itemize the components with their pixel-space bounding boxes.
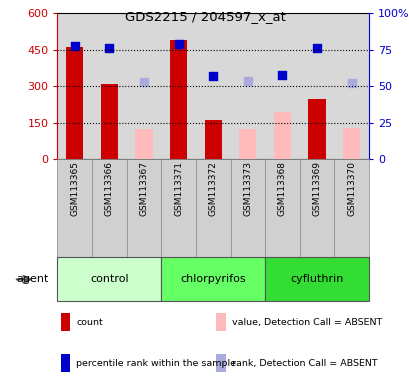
FancyBboxPatch shape bbox=[161, 159, 196, 257]
FancyBboxPatch shape bbox=[57, 159, 92, 257]
Text: agent: agent bbox=[17, 274, 49, 285]
FancyBboxPatch shape bbox=[265, 159, 299, 257]
Text: percentile rank within the sample: percentile rank within the sample bbox=[76, 359, 236, 368]
FancyBboxPatch shape bbox=[230, 159, 265, 257]
Bar bbox=[66, 48, 83, 159]
Bar bbox=[61, 354, 70, 372]
Text: GSM113367: GSM113367 bbox=[139, 161, 148, 216]
Bar bbox=[61, 313, 70, 331]
Point bbox=[71, 43, 78, 49]
Bar bbox=[135, 129, 152, 159]
Text: GSM113369: GSM113369 bbox=[312, 161, 321, 216]
Bar bbox=[342, 128, 360, 159]
Point bbox=[140, 79, 147, 85]
Bar bbox=[92, 13, 126, 159]
Point bbox=[348, 80, 354, 86]
Bar bbox=[273, 112, 290, 159]
FancyBboxPatch shape bbox=[92, 159, 126, 257]
Text: GSM113368: GSM113368 bbox=[277, 161, 286, 216]
FancyBboxPatch shape bbox=[57, 257, 161, 301]
Bar bbox=[230, 13, 265, 159]
Bar bbox=[204, 121, 221, 159]
Text: count: count bbox=[76, 318, 103, 326]
FancyBboxPatch shape bbox=[126, 159, 161, 257]
Text: GSM113366: GSM113366 bbox=[105, 161, 114, 216]
Bar bbox=[57, 13, 92, 159]
Bar bbox=[265, 13, 299, 159]
Point bbox=[313, 45, 319, 51]
FancyBboxPatch shape bbox=[265, 257, 368, 301]
Text: GSM113372: GSM113372 bbox=[208, 161, 217, 216]
Text: control: control bbox=[90, 274, 128, 285]
Bar bbox=[216, 354, 225, 372]
FancyBboxPatch shape bbox=[161, 257, 265, 301]
Bar bbox=[308, 99, 325, 159]
Bar bbox=[216, 313, 225, 331]
Text: GSM113365: GSM113365 bbox=[70, 161, 79, 216]
Point bbox=[175, 41, 182, 47]
Text: GSM113373: GSM113373 bbox=[243, 161, 252, 216]
Bar bbox=[196, 13, 230, 159]
Point bbox=[279, 72, 285, 78]
Text: rank, Detection Call = ABSENT: rank, Detection Call = ABSENT bbox=[231, 359, 377, 368]
Bar bbox=[299, 13, 334, 159]
FancyBboxPatch shape bbox=[299, 159, 334, 257]
Bar bbox=[169, 40, 187, 159]
Text: cyfluthrin: cyfluthrin bbox=[290, 274, 343, 285]
Bar bbox=[334, 13, 368, 159]
Bar bbox=[238, 129, 256, 159]
Point bbox=[244, 78, 250, 84]
Text: GSM113370: GSM113370 bbox=[346, 161, 355, 216]
FancyBboxPatch shape bbox=[196, 159, 230, 257]
Point bbox=[209, 73, 216, 79]
Point bbox=[106, 45, 112, 51]
Bar bbox=[101, 84, 118, 159]
Bar bbox=[126, 13, 161, 159]
FancyBboxPatch shape bbox=[334, 159, 368, 257]
Text: value, Detection Call = ABSENT: value, Detection Call = ABSENT bbox=[231, 318, 381, 326]
Text: chlorpyrifos: chlorpyrifos bbox=[180, 274, 245, 285]
Bar bbox=[161, 13, 196, 159]
Text: GSM113371: GSM113371 bbox=[174, 161, 183, 216]
Text: GDS2215 / 204597_x_at: GDS2215 / 204597_x_at bbox=[124, 10, 285, 23]
